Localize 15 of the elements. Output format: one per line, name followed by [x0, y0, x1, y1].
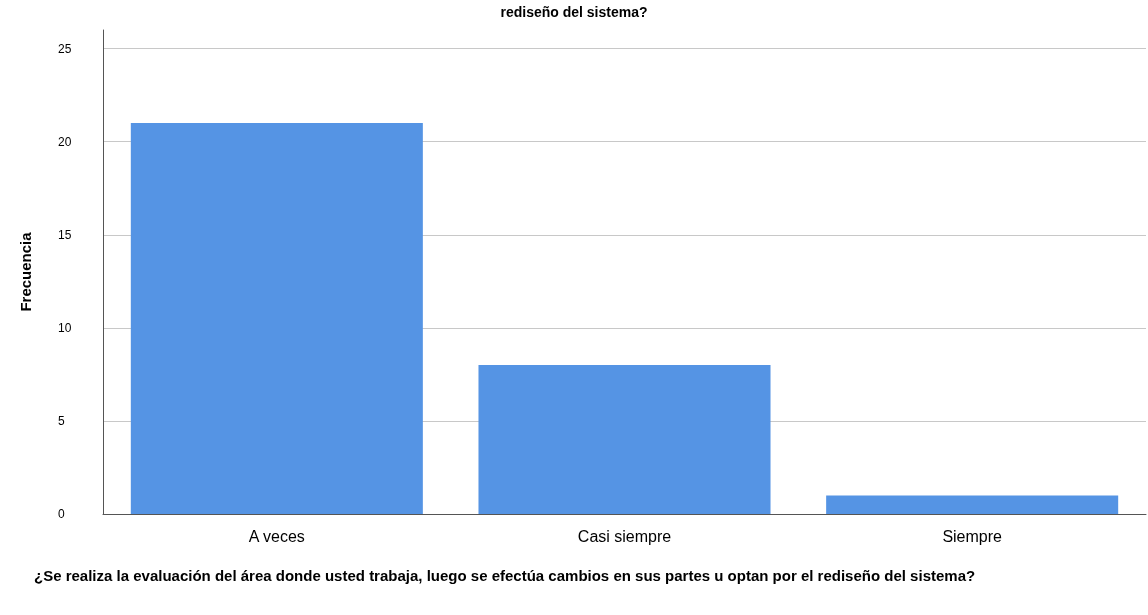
x-tick-label: A veces — [248, 527, 305, 545]
y-tick-label: 20 — [58, 134, 72, 149]
y-tick-label: 0 — [58, 507, 65, 521]
y-tick-label: 25 — [58, 41, 72, 56]
x-tick-label: Siempre — [942, 527, 1003, 545]
bar — [826, 495, 1119, 514]
y-axis-title: Frecuencia — [17, 231, 34, 312]
y-tick-label: 15 — [58, 227, 72, 242]
y-tick-label: 5 — [58, 413, 65, 428]
x-axis-title: ¿Se realiza la evaluación del área donde usted trabaja, luego se efectúa cambios en sus partes u optan por el rediseño del sistema? — [34, 567, 976, 584]
chart-title: rediseño del sistema? — [500, 4, 648, 20]
bar — [130, 123, 423, 514]
x-tick-label: Casi siempre — [577, 527, 672, 545]
bar — [478, 365, 771, 514]
y-tick-label: 10 — [58, 320, 72, 335]
